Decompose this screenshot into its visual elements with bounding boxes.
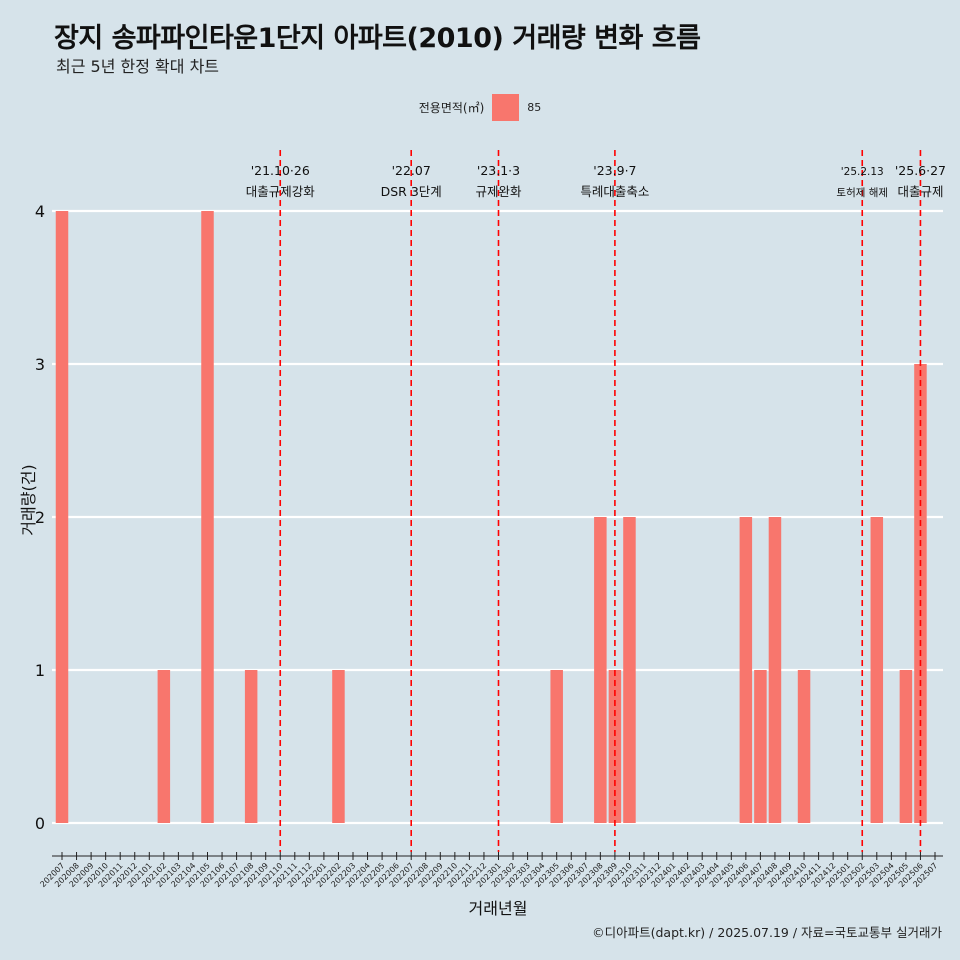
chart-title: 장지 송파파인타운1단지 아파트(2010) 거래량 변화 흐름 [54,23,701,54]
bar [797,670,811,823]
event-label: DSR 3단계 [381,184,442,199]
bar [332,670,345,823]
bar [623,517,636,823]
event-label: 규제완화 [475,184,522,199]
source-caption: ©디아파트(dapt.kr) / 2025.07.19 / 자료=국토교통부 실… [592,925,942,940]
bar [739,517,753,823]
legend: 전용면적(㎡) 85 [0,93,960,121]
bar [244,670,258,823]
y-tick-label: 1 [35,661,45,680]
chart-subtitle: 최근 5년 한정 확대 차트 [56,57,220,76]
event-label: 특례대출축소 [580,184,649,199]
bar [608,670,622,823]
event-date-label: '23.1·3 [477,163,520,178]
event-label: 대출규제 [897,184,943,199]
event-date-label: '25.6·27 [895,163,946,178]
bar [157,670,171,823]
event-date-label: '21.10·26 [251,163,310,178]
event-date-label: '22.07 [392,163,431,178]
bar [55,211,69,823]
y-axis-title: 거래량(건) [19,464,38,535]
bar [594,517,607,823]
y-tick-label: 3 [35,355,45,374]
event-label: 토허제 해제 [836,186,888,199]
event-label: 대출규제강화 [246,184,316,199]
legend-item-label: 85 [527,100,542,114]
event-date-label: '23.9·7 [593,163,636,178]
event-date-label: '25.2.13 [841,166,884,178]
y-tick-label: 4 [35,202,45,221]
bar [754,670,767,823]
bar [870,517,884,823]
bar [768,517,782,823]
legend-title: 전용면적(㎡) [418,100,485,115]
y-tick-label: 0 [35,814,45,833]
x-axis-title: 거래년월 [469,899,528,918]
y-tick-label: 2 [35,508,45,527]
bar [201,211,214,823]
bar [550,670,563,823]
legend-swatch [492,93,520,121]
bar [899,670,913,823]
